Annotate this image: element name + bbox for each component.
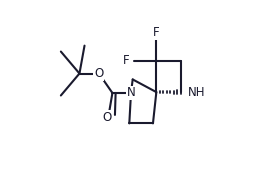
Text: F: F [153, 26, 160, 39]
Text: F: F [123, 54, 129, 67]
Text: N: N [127, 87, 135, 99]
Text: NH: NH [188, 86, 205, 99]
Text: O: O [94, 67, 103, 80]
Text: O: O [102, 111, 112, 124]
